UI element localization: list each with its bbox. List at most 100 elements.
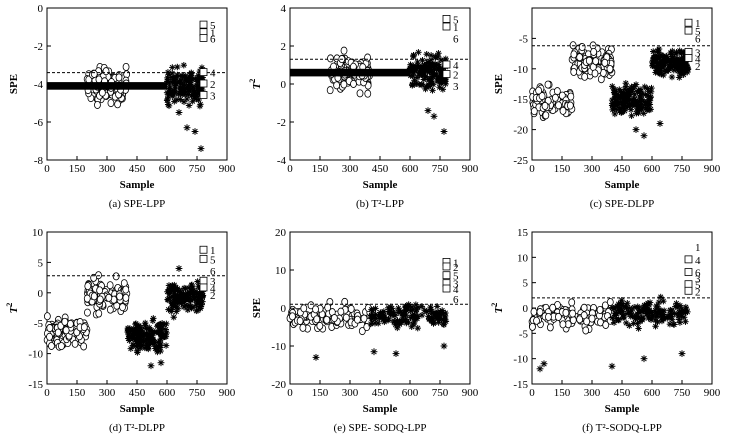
asterisk-stroke (169, 79, 175, 85)
asterisk-stroke (169, 93, 175, 99)
fault-marker (199, 34, 208, 42)
y-tick-label: -5 (34, 318, 44, 330)
asterisk-point (619, 99, 626, 106)
fault-marker (684, 18, 693, 27)
asterisk-stroke (179, 72, 185, 79)
asterisk-point (638, 101, 645, 108)
fault-label: 6 (210, 33, 216, 45)
circle-point (591, 69, 599, 78)
fault-label: 2 (453, 70, 459, 82)
asterisk-point (621, 107, 628, 115)
circle-point (107, 99, 115, 108)
circle-point (84, 308, 91, 317)
asterisk-stroke (167, 87, 173, 93)
asterisk-point (631, 91, 638, 99)
asterisk-point (155, 329, 162, 336)
asterisk-point (649, 62, 657, 69)
outlier-point (183, 124, 191, 132)
fault-marker (199, 68, 208, 76)
outlier-point (640, 132, 648, 140)
fault-marker (684, 26, 693, 35)
circle-point (566, 101, 574, 110)
x-tick-label: 900 (219, 163, 236, 175)
asterisk-point (148, 335, 155, 342)
circle-point (67, 319, 74, 328)
asterisk-stroke (169, 64, 175, 71)
asterisk-point (176, 83, 183, 91)
circle-point (58, 342, 65, 351)
fault-label: 4 (210, 68, 216, 80)
asterisk-point (183, 95, 191, 103)
circle-point (83, 294, 91, 303)
circle-point (54, 328, 62, 337)
asterisk-point (609, 103, 617, 110)
circle-point (601, 58, 609, 67)
asterisk-point (168, 78, 176, 86)
circle-point (364, 89, 372, 98)
circle-point (333, 81, 341, 90)
outlier-point (632, 126, 640, 133)
asterisk-point (409, 81, 416, 88)
y-tick-label: -6 (34, 117, 44, 129)
circle-point (122, 62, 130, 71)
asterisk-point (418, 62, 426, 70)
asterisk-point (667, 64, 674, 71)
asterisk-stroke (183, 85, 189, 91)
asterisk-stroke (187, 77, 194, 83)
y-axis-label: T2 (248, 79, 263, 90)
circle-point (570, 67, 578, 76)
y-tick-label: -15 (513, 94, 528, 106)
x-tick-label: 150 (69, 387, 86, 399)
circle-point (340, 80, 348, 89)
x-tick-label: 300 (99, 387, 116, 399)
x-tick-label: 150 (69, 163, 86, 175)
circle-point (356, 89, 364, 98)
circle-point (94, 100, 101, 109)
asterisk-stroke (177, 79, 184, 85)
asterisk-stroke (166, 72, 172, 78)
circle-point (43, 312, 51, 321)
fault-marker (442, 14, 451, 23)
asterisk-point (609, 83, 616, 90)
y-tick-label: 0 (38, 288, 44, 300)
x-tick-label: 750 (674, 163, 691, 175)
fault-label: 3 (210, 90, 216, 102)
x-tick-label: 450 (372, 163, 389, 175)
asterisk-point (662, 55, 669, 63)
asterisk-point (439, 86, 447, 93)
x-tick-label: 600 (159, 163, 176, 175)
x-axis-label: Sample (120, 179, 155, 191)
y-tick-label: -10 (513, 64, 528, 76)
asterisk-stroke (197, 101, 203, 107)
y-tick-label: 0 (38, 3, 44, 15)
dense-band (290, 68, 410, 77)
asterisk-stroke (171, 98, 177, 105)
asterisk-stroke (186, 102, 192, 109)
asterisk-point (630, 85, 637, 92)
fault-marker (442, 22, 451, 31)
asterisk-point (437, 79, 445, 86)
asterisk-point (669, 47, 676, 55)
circle-point (606, 64, 614, 73)
circle-point (105, 293, 113, 302)
asterisk-point (637, 87, 645, 95)
circle-point (80, 323, 88, 332)
circle-point (364, 53, 371, 62)
fault-label: 1 (453, 22, 459, 34)
circle-point (116, 292, 124, 301)
circle-point (98, 88, 106, 97)
fault-marker (442, 70, 451, 78)
asterisk-stroke (177, 96, 183, 103)
asterisk-point (654, 47, 661, 55)
x-tick-label: 450 (614, 163, 631, 175)
asterisk-point (616, 104, 623, 112)
fault-label: 1 (210, 28, 216, 40)
asterisk-point (415, 81, 423, 88)
asterisk-point (643, 104, 651, 112)
y-tick-label: -25 (513, 155, 528, 167)
asterisk-point (426, 75, 434, 82)
asterisk-stroke (424, 51, 430, 57)
asterisk-point (132, 320, 139, 328)
circle-point (71, 339, 79, 348)
